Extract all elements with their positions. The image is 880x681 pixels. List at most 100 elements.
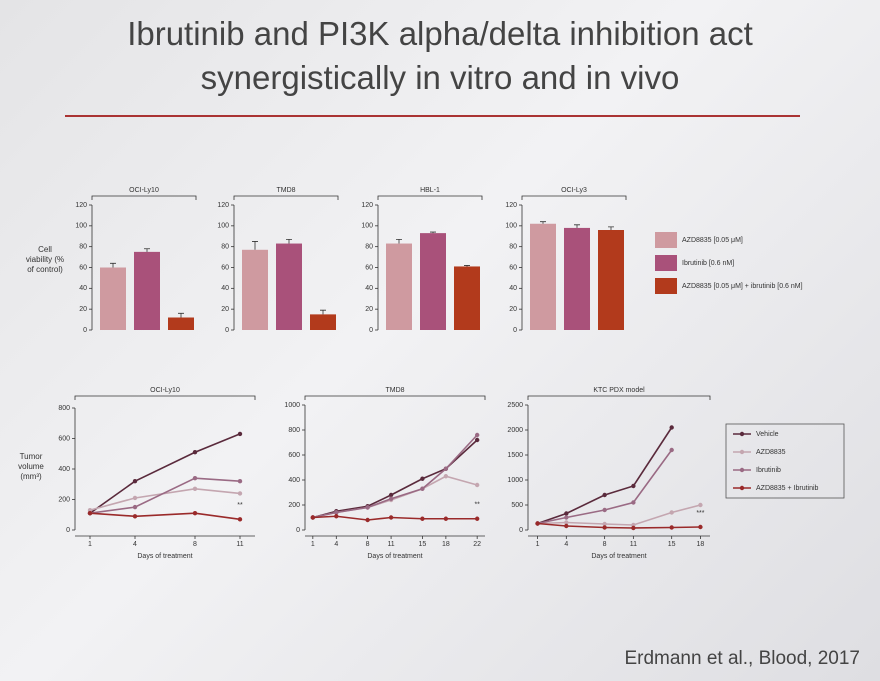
data-point	[474, 437, 480, 443]
y-tick-label: 120	[505, 202, 517, 209]
y-tick-label: 100	[361, 223, 373, 230]
data-point	[310, 515, 316, 520]
bar	[420, 233, 446, 330]
data-point	[132, 504, 138, 510]
y-tick-label: 400	[288, 477, 300, 484]
panel-title: HBL-1	[420, 187, 440, 194]
y-tick-label: 20	[365, 306, 373, 313]
x-tick-label: 15	[668, 541, 676, 548]
y-tick-label: 0	[513, 327, 517, 334]
data-point	[388, 492, 394, 498]
data-point	[474, 516, 480, 521]
y-tick-label: 80	[509, 244, 517, 251]
bar	[100, 267, 126, 330]
legend-marker	[739, 485, 745, 491]
bar	[134, 251, 160, 330]
y-tick-label: 40	[79, 285, 87, 292]
data-point	[192, 511, 198, 516]
data-point	[365, 517, 370, 523]
title-bracket	[91, 195, 197, 200]
y-tick-label: 400	[58, 466, 70, 473]
legend-swatch	[655, 255, 677, 271]
y-tick-label: 60	[365, 264, 373, 271]
x-tick-label: 8	[366, 541, 370, 548]
slide-title: Ibrutinib and PI3K alpha/delta inhibitio…	[127, 15, 753, 96]
y-tick-label: 1500	[507, 452, 523, 459]
legend-label: Vehicle	[756, 431, 779, 438]
y-tick-label: 2500	[507, 402, 523, 409]
series-line	[537, 449, 673, 525]
x-axis-label: Days of treatment	[591, 553, 646, 560]
y-tick-label: 1000	[284, 402, 300, 409]
data-point	[564, 511, 569, 516]
y-tick-label: 500	[511, 502, 523, 509]
data-point	[443, 516, 449, 521]
data-point	[420, 486, 425, 491]
title-bracket	[521, 195, 627, 200]
data-point	[237, 479, 243, 484]
data-point	[388, 515, 394, 520]
y-tick-label: 120	[75, 202, 87, 209]
legend-swatch	[655, 278, 677, 294]
y-tick-label: 2000	[507, 427, 523, 434]
error-bar	[430, 231, 436, 234]
y-tick-label: 40	[221, 285, 229, 292]
data-point	[132, 514, 138, 519]
data-point	[192, 475, 198, 481]
data-point	[698, 502, 703, 508]
y-tick-label: 120	[217, 202, 229, 209]
x-tick-label: 1	[536, 541, 540, 548]
data-point	[602, 507, 607, 513]
y-tick-label: 0	[369, 327, 373, 334]
x-tick-label: 11	[236, 541, 243, 548]
series-line	[537, 504, 701, 526]
title-bracket	[527, 395, 711, 400]
legend-marker	[739, 449, 745, 455]
legend-label: Ibrutinib [0.6 nM]	[682, 260, 734, 267]
data-point	[698, 524, 703, 530]
series-line	[312, 434, 478, 519]
x-axis-label: Days of treatment	[137, 553, 192, 560]
annotation: **	[474, 502, 480, 509]
data-point	[564, 515, 569, 520]
series-line	[537, 522, 701, 529]
bar	[386, 243, 412, 330]
y-tick-label: 0	[519, 527, 523, 534]
y-tick-label: 80	[79, 244, 87, 251]
x-tick-label: 4	[334, 541, 338, 548]
data-point	[87, 507, 93, 513]
data-point	[631, 500, 636, 505]
bar-y-label: Cell viability (% of control)	[25, 245, 65, 274]
error-bar	[320, 309, 326, 315]
y-tick-label: 80	[221, 244, 229, 251]
data-point	[669, 525, 674, 530]
error-bar	[574, 224, 580, 228]
data-point	[669, 510, 674, 515]
data-point	[420, 516, 425, 521]
line-y-label: Tumor volume (mm³)	[18, 452, 44, 481]
y-tick-label: 60	[79, 264, 87, 271]
data-point	[237, 431, 243, 437]
line-legend-box	[725, 423, 845, 499]
legend-label: AZD8835 [0.05 μM]	[682, 237, 743, 244]
bar	[168, 317, 194, 330]
legend-label: Ibrutinib	[756, 467, 781, 474]
y-tick-label: 40	[509, 285, 517, 292]
error-bar	[110, 262, 116, 268]
x-tick-label: 18	[442, 541, 450, 548]
data-point	[474, 482, 480, 488]
data-point	[474, 432, 480, 438]
data-point	[87, 511, 93, 516]
data-point	[334, 510, 339, 515]
data-point	[388, 496, 394, 501]
title-bracket	[377, 195, 483, 200]
y-tick-label: 20	[509, 306, 517, 313]
bar	[276, 243, 302, 330]
error-bar	[144, 248, 150, 252]
annotation: **	[237, 502, 243, 509]
panel-title: OCI-Ly10	[129, 187, 159, 194]
title-bracket	[233, 195, 339, 200]
x-tick-label: 8	[193, 541, 197, 548]
panel-title: OCI-Ly3	[561, 187, 587, 194]
